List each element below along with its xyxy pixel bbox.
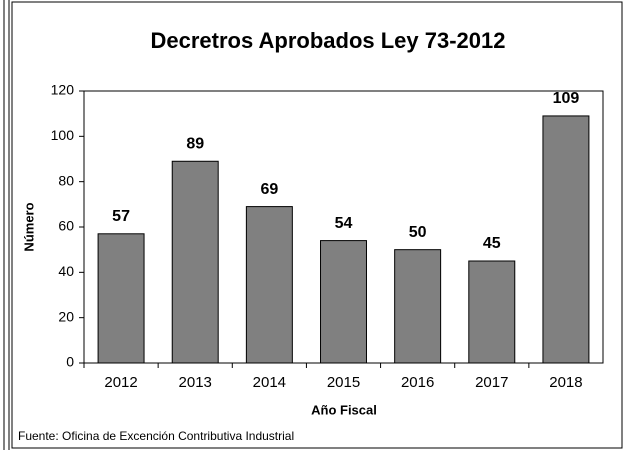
data-label: 50 <box>409 224 427 241</box>
y-tick-label: 100 <box>51 127 75 143</box>
y-tick-label: 20 <box>58 308 74 324</box>
x-tick-label: 2013 <box>179 374 212 391</box>
data-label: 57 <box>112 208 130 225</box>
x-tick-label: 2012 <box>104 374 137 391</box>
bar <box>542 115 590 364</box>
y-tick-label: 120 <box>51 82 75 98</box>
data-label: 89 <box>186 135 204 152</box>
x-tick-label: 2018 <box>549 374 582 391</box>
data-label: 109 <box>553 90 580 107</box>
bar <box>320 240 367 364</box>
bar <box>245 206 293 364</box>
y-tick-label: 80 <box>58 172 74 188</box>
y-tick-label: 40 <box>58 263 74 279</box>
y-tick-label: 60 <box>58 218 74 234</box>
bar <box>97 233 145 364</box>
y-axis-label: Número <box>21 202 36 251</box>
x-tick-label: 2014 <box>253 374 286 391</box>
bar <box>468 260 516 364</box>
chart-border <box>11 1 623 449</box>
x-tick-label: 2015 <box>327 374 360 391</box>
bar <box>394 249 442 364</box>
chart-title: Decretros Aprobados Ley 73-2012 <box>151 28 506 53</box>
bar <box>171 160 219 364</box>
data-label: 54 <box>335 215 353 232</box>
x-tick-label: 2017 <box>475 374 508 391</box>
x-tick-label: 2016 <box>401 374 434 391</box>
data-label: 69 <box>260 181 278 198</box>
y-tick-label: 0 <box>66 354 74 370</box>
source-note: Fuente: Oficina de Excención Contributiv… <box>18 429 294 443</box>
x-axis-label: Año Fiscal <box>311 402 377 417</box>
data-label: 45 <box>483 235 501 252</box>
